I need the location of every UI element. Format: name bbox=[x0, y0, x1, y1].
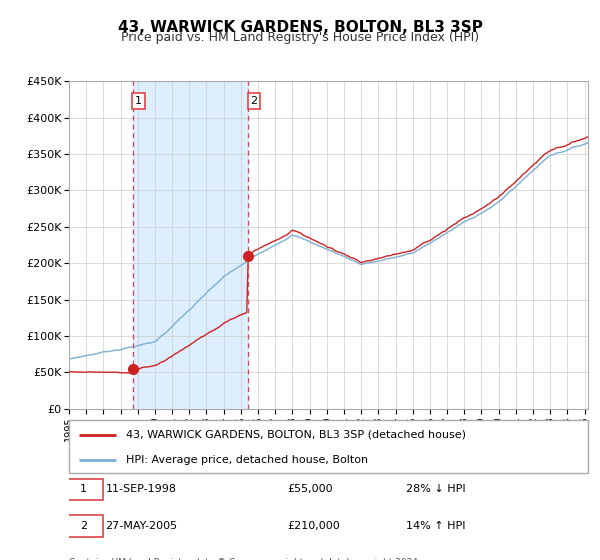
Text: 43, WARWICK GARDENS, BOLTON, BL3 3SP (detached house): 43, WARWICK GARDENS, BOLTON, BL3 3SP (de… bbox=[126, 430, 466, 440]
Text: Contains HM Land Registry data © Crown copyright and database right 2024.: Contains HM Land Registry data © Crown c… bbox=[69, 558, 421, 560]
Text: 2: 2 bbox=[250, 96, 257, 106]
Text: 1: 1 bbox=[135, 96, 142, 106]
Bar bbox=[133, 81, 248, 409]
Text: £55,000: £55,000 bbox=[287, 484, 332, 494]
Text: 1: 1 bbox=[80, 484, 87, 494]
FancyBboxPatch shape bbox=[64, 479, 103, 500]
Text: 14% ↑ HPI: 14% ↑ HPI bbox=[406, 521, 466, 531]
FancyBboxPatch shape bbox=[64, 515, 103, 536]
Text: HPI: Average price, detached house, Bolton: HPI: Average price, detached house, Bolt… bbox=[126, 455, 368, 465]
Text: 11-SEP-1998: 11-SEP-1998 bbox=[106, 484, 176, 494]
FancyBboxPatch shape bbox=[69, 420, 588, 473]
Text: 27-MAY-2005: 27-MAY-2005 bbox=[106, 521, 178, 531]
Text: £210,000: £210,000 bbox=[287, 521, 340, 531]
Text: 2: 2 bbox=[80, 521, 87, 531]
Text: Price paid vs. HM Land Registry's House Price Index (HPI): Price paid vs. HM Land Registry's House … bbox=[121, 31, 479, 44]
Text: 28% ↓ HPI: 28% ↓ HPI bbox=[406, 484, 466, 494]
Text: 43, WARWICK GARDENS, BOLTON, BL3 3SP: 43, WARWICK GARDENS, BOLTON, BL3 3SP bbox=[118, 20, 482, 35]
